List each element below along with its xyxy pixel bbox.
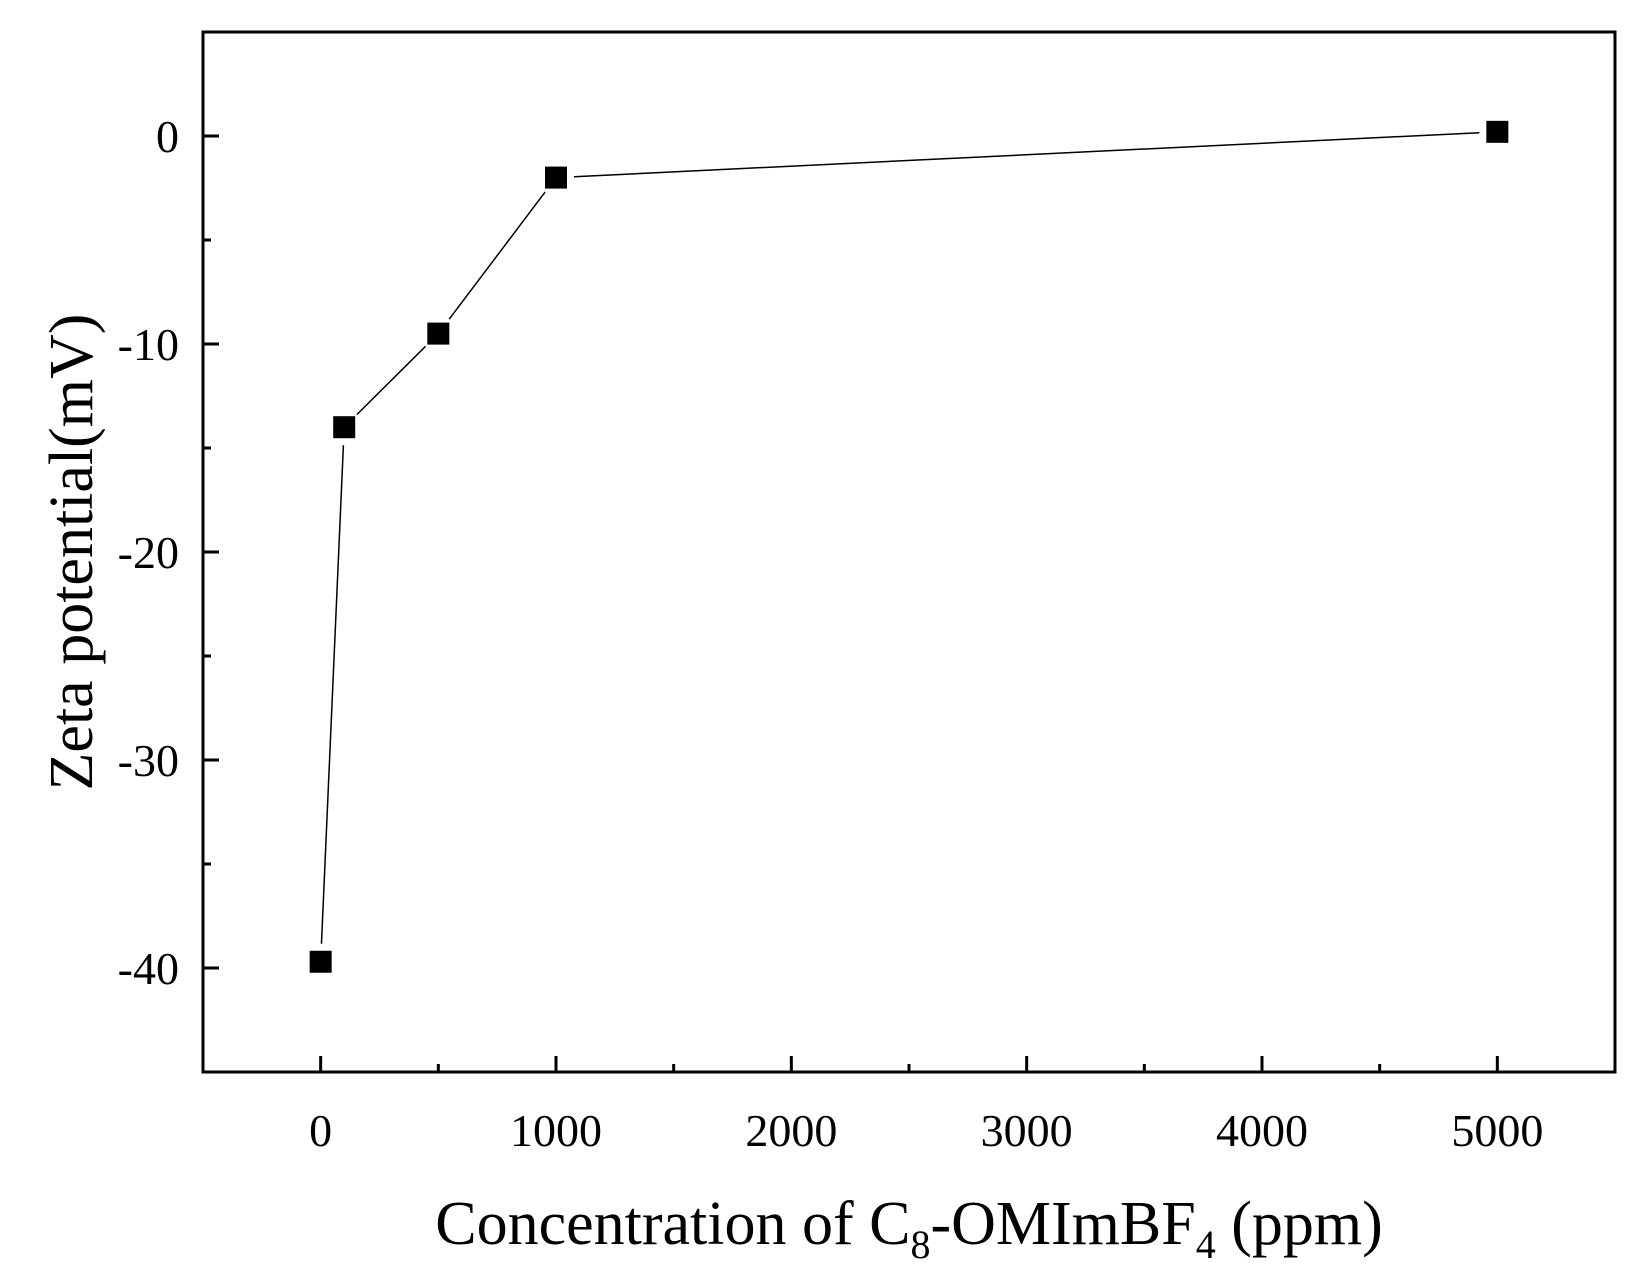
- x-axis-title: Concentration of C8-OMImBF4 (ppm): [435, 1190, 1383, 1267]
- data-point: [333, 416, 356, 439]
- y-tick-label: 0: [156, 111, 179, 162]
- ticks: [203, 134, 1499, 1072]
- x-tick-label: 4000: [1216, 1105, 1308, 1156]
- x-tick-label: 5000: [1451, 1105, 1543, 1156]
- series-line-segment: [320, 445, 345, 944]
- tick-labels: 0 1000 2000 3000 4000 5000 0 -10 -20 -30 -40: [118, 111, 1544, 1156]
- series-line-segment: [573, 131, 1480, 178]
- series-line-segment: [356, 345, 427, 416]
- data-point: [309, 950, 332, 973]
- series: [309, 120, 1509, 973]
- data-point: [545, 166, 567, 189]
- x-tick-label: 1000: [510, 1105, 602, 1156]
- y-tick-label: -20: [118, 527, 179, 578]
- x-tick-label: 2000: [745, 1105, 837, 1156]
- x-tick-label: 0: [309, 1105, 332, 1156]
- y-axis-title: Zeta potential(mV): [38, 314, 106, 791]
- y-tick-label: -10: [118, 319, 179, 370]
- plot-frame: [201, 30, 1617, 1074]
- series-line-segment: [448, 191, 546, 320]
- x-tick-label: 3000: [981, 1105, 1073, 1156]
- data-point: [1486, 120, 1509, 143]
- y-tick-label: -30: [118, 735, 179, 786]
- data-point: [427, 322, 450, 345]
- y-tick-label: -40: [118, 943, 179, 994]
